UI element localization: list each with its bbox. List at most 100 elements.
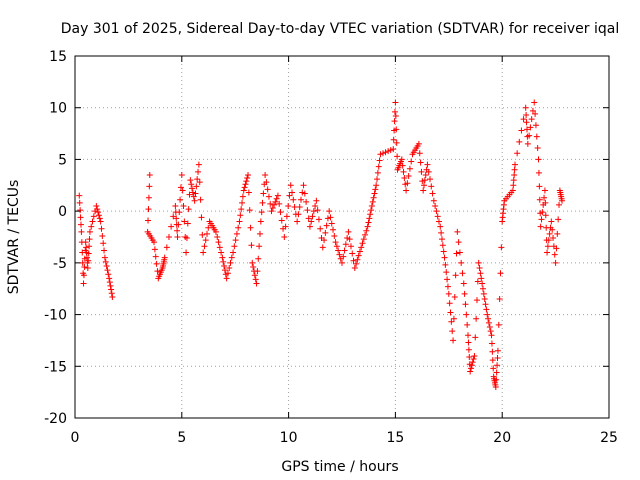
data-point xyxy=(494,362,501,369)
data-point xyxy=(336,251,343,258)
data-point xyxy=(356,248,363,255)
data-point xyxy=(195,168,202,175)
data-point xyxy=(546,230,553,237)
data-point xyxy=(191,197,198,204)
data-point xyxy=(398,156,405,163)
data-point xyxy=(257,218,264,225)
data-point xyxy=(326,208,333,215)
data-point xyxy=(524,140,531,147)
data-point xyxy=(86,243,93,250)
data-point xyxy=(441,254,448,261)
data-point xyxy=(497,270,504,277)
data-point xyxy=(175,221,182,228)
data-point xyxy=(365,219,372,226)
data-point xyxy=(380,150,387,157)
axis-ticks xyxy=(74,55,610,419)
data-point xyxy=(553,245,560,252)
data-point xyxy=(390,136,397,143)
data-point xyxy=(363,227,370,234)
data-point xyxy=(511,171,518,178)
data-point xyxy=(366,215,373,222)
data-point xyxy=(243,178,250,185)
data-point xyxy=(174,227,181,234)
data-point xyxy=(449,328,456,335)
data-point xyxy=(432,202,439,209)
data-point xyxy=(86,228,93,235)
data-point xyxy=(526,132,533,139)
data-point xyxy=(344,235,351,242)
data-point xyxy=(103,262,110,269)
data-point xyxy=(109,293,116,300)
data-point xyxy=(290,196,297,203)
data-point xyxy=(534,145,541,152)
data-point xyxy=(367,211,374,218)
data-point xyxy=(351,265,358,272)
data-point xyxy=(440,248,447,255)
data-point xyxy=(448,318,455,325)
data-point xyxy=(377,151,384,158)
data-point xyxy=(312,202,319,209)
data-point xyxy=(323,222,330,229)
data-point xyxy=(465,332,472,339)
data-point xyxy=(498,244,505,251)
data-point xyxy=(246,207,253,214)
data-point xyxy=(428,183,435,190)
grid-lines xyxy=(75,56,609,418)
data-point xyxy=(341,247,348,254)
data-point xyxy=(455,239,462,246)
data-point xyxy=(216,244,223,251)
data-point xyxy=(542,212,549,219)
data-point xyxy=(194,176,201,183)
data-point xyxy=(83,254,90,261)
data-point xyxy=(263,179,270,186)
data-point xyxy=(549,226,556,233)
data-point xyxy=(495,321,502,328)
data-point xyxy=(496,296,503,303)
x-tick-label: 15 xyxy=(386,430,404,446)
data-point xyxy=(480,290,487,297)
data-point xyxy=(163,244,170,251)
data-point xyxy=(392,112,399,119)
data-point xyxy=(304,207,311,214)
data-point xyxy=(189,185,196,192)
data-point xyxy=(242,181,249,188)
data-point xyxy=(482,301,489,308)
data-point xyxy=(473,315,480,322)
data-point xyxy=(232,237,239,244)
x-tick-label: 20 xyxy=(493,430,511,446)
data-point xyxy=(94,206,101,213)
data-point xyxy=(509,187,516,194)
data-point xyxy=(271,201,278,208)
data-point xyxy=(476,265,483,272)
data-point xyxy=(372,186,379,193)
data-point xyxy=(349,250,356,257)
data-point xyxy=(385,148,392,155)
data-point xyxy=(233,230,240,237)
chart-title: Day 301 of 2025, Sidereal Day-to-day VTE… xyxy=(61,21,619,37)
data-point xyxy=(276,200,283,207)
y-tick-label: 15 xyxy=(49,49,67,65)
data-point xyxy=(350,257,357,264)
data-point xyxy=(212,228,219,235)
data-point xyxy=(446,300,453,307)
data-point xyxy=(106,275,113,282)
data-point xyxy=(437,223,444,230)
data-point xyxy=(183,249,190,256)
data-point xyxy=(188,181,195,188)
data-point xyxy=(108,286,115,293)
data-point xyxy=(430,197,437,204)
data-point xyxy=(165,234,172,240)
data-point xyxy=(360,236,367,243)
data-point xyxy=(483,306,490,313)
data-point xyxy=(204,230,211,237)
data-point xyxy=(97,218,104,225)
data-point xyxy=(227,259,234,266)
data-point xyxy=(387,147,394,154)
data-point xyxy=(235,224,242,231)
data-point xyxy=(373,182,380,189)
data-point xyxy=(181,218,188,225)
data-point xyxy=(145,217,152,224)
data-point xyxy=(245,171,252,178)
data-point xyxy=(85,257,92,264)
data-point xyxy=(364,223,371,230)
